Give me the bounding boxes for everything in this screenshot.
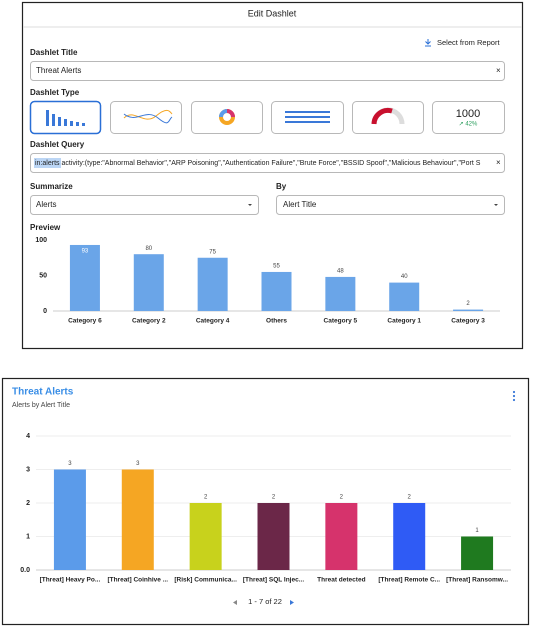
caret bbox=[494, 204, 498, 206]
line-icon bbox=[123, 113, 173, 124]
dialog-title: Edit Dashlet bbox=[248, 8, 297, 18]
x-tick-label: Category 6 bbox=[68, 318, 102, 325]
value-label: 75 bbox=[209, 249, 216, 255]
tile-gauge[interactable] bbox=[352, 101, 424, 134]
clear-icon[interactable]: × bbox=[496, 158, 501, 167]
value-label: 2 bbox=[272, 495, 276, 501]
clear-icon[interactable]: × bbox=[496, 66, 501, 75]
dashlet-card bbox=[1, 377, 530, 626]
table-icon bbox=[285, 111, 330, 123]
value-label: 2 bbox=[466, 301, 470, 307]
field-label: By bbox=[276, 182, 287, 191]
tile-number-value: 1000 bbox=[456, 108, 480, 120]
field-label: Summarize bbox=[30, 182, 73, 191]
y-tick-label: 0.0 bbox=[20, 567, 30, 574]
bar-icon bbox=[46, 110, 85, 126]
bar bbox=[189, 503, 222, 570]
card-subtitle: Alerts by Alert Title bbox=[12, 402, 70, 409]
bar bbox=[257, 503, 290, 570]
card-title: Threat Alerts bbox=[12, 387, 74, 398]
value-label: 48 bbox=[337, 268, 344, 274]
by-value: Alert Title bbox=[283, 200, 317, 209]
x-tick-label: Others bbox=[266, 318, 287, 325]
value-label: 2 bbox=[204, 495, 208, 501]
select-from-report[interactable]: Select from Report bbox=[437, 38, 500, 47]
tile-number[interactable] bbox=[432, 101, 505, 134]
x-tick-label: [Risk] Communica... bbox=[174, 577, 237, 584]
bar bbox=[133, 254, 164, 311]
y-tick-label: 50 bbox=[39, 272, 47, 279]
x-tick-label: Category 5 bbox=[324, 318, 358, 325]
donut-icon bbox=[226, 109, 235, 118]
bar bbox=[197, 257, 228, 311]
pagination: 1 - 7 of 22 bbox=[248, 597, 282, 606]
field-label: Preview bbox=[30, 223, 61, 232]
value-label: 3 bbox=[68, 461, 72, 467]
bar bbox=[121, 469, 154, 570]
tile-bar[interactable] bbox=[29, 100, 102, 135]
highlight bbox=[34, 158, 61, 168]
caret bbox=[248, 204, 252, 206]
title-input-value: Threat Alerts bbox=[36, 66, 81, 75]
summarize-value: Alerts bbox=[36, 200, 56, 209]
bar bbox=[389, 282, 420, 311]
summarize-select[interactable] bbox=[30, 195, 259, 215]
bar bbox=[393, 503, 426, 570]
value-label: 55 bbox=[273, 264, 280, 270]
x-tick-label: Category 1 bbox=[387, 318, 421, 325]
x-tick-label: Category 3 bbox=[451, 318, 485, 325]
x-tick-label: Category 2 bbox=[132, 318, 166, 325]
field-label: Dashlet Type bbox=[30, 88, 80, 97]
gauge-icon bbox=[371, 107, 393, 125]
menu-icon[interactable] bbox=[512, 390, 516, 402]
by-select[interactable] bbox=[276, 195, 505, 215]
y-tick-label: 3 bbox=[26, 466, 30, 473]
x-tick-label: Threat detected bbox=[317, 577, 365, 584]
bar bbox=[461, 536, 494, 570]
bar bbox=[453, 309, 484, 311]
value-label: 3 bbox=[136, 461, 140, 467]
x-tick-label: [Threat] Ransomw... bbox=[446, 577, 508, 584]
value-label: 1 bbox=[475, 528, 479, 534]
value-label: 93 bbox=[82, 249, 89, 255]
query-text: in:alerts activity:(type:"Abnormal Behav… bbox=[35, 160, 481, 167]
bar bbox=[325, 276, 356, 311]
next-page[interactable] bbox=[290, 600, 294, 605]
value-label: 40 bbox=[401, 274, 408, 280]
x-tick-label: [Threat] Remote C... bbox=[378, 577, 440, 584]
x-tick-label: [Threat] SQL Injec... bbox=[243, 577, 304, 584]
field-label: Dashlet Title bbox=[30, 48, 78, 57]
bar bbox=[325, 503, 358, 570]
bar bbox=[261, 271, 292, 311]
y-tick-label: 1 bbox=[26, 533, 30, 540]
x-tick-label: Category 4 bbox=[196, 318, 230, 325]
value-label: 80 bbox=[145, 246, 152, 252]
y-tick-label: 2 bbox=[26, 500, 30, 507]
value-label: 2 bbox=[408, 495, 412, 501]
type-tiles: 1000 ↗ 42% bbox=[29, 100, 505, 135]
y-tick-label: 100 bbox=[35, 237, 47, 244]
tile-number-change: ↗ 42% bbox=[459, 122, 478, 128]
prev-page[interactable] bbox=[233, 600, 237, 605]
x-tick-label: [Threat] Heavy Po... bbox=[40, 577, 101, 584]
y-tick-label: 4 bbox=[26, 433, 30, 440]
bar bbox=[69, 244, 100, 311]
value-label: 2 bbox=[340, 495, 344, 501]
title-input[interactable] bbox=[30, 61, 505, 81]
tile-donut[interactable] bbox=[191, 101, 263, 134]
tile-line[interactable] bbox=[110, 101, 182, 134]
bar bbox=[53, 469, 86, 570]
field-label: Dashlet Query bbox=[30, 140, 85, 149]
query-input[interactable] bbox=[30, 153, 505, 173]
upload-icon bbox=[425, 39, 431, 47]
y-tick-label: 0 bbox=[43, 308, 47, 315]
donut-icon bbox=[219, 109, 228, 118]
x-tick-label: [Threat] Coinhive ... bbox=[107, 577, 168, 584]
